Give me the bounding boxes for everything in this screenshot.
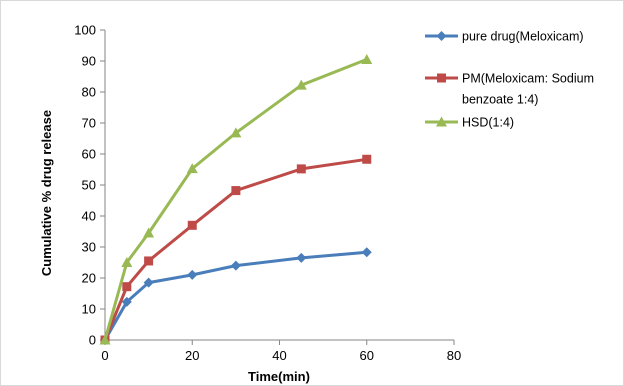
legend-label: HSD(1:4)	[462, 116, 514, 130]
axes: 0 10 20 30 40 50 60 70 80 90 100 0 20 40 60 80	[74, 23, 461, 364]
data-point	[361, 247, 372, 258]
y-tick-label: 0	[89, 333, 96, 348]
series-3	[99, 53, 373, 345]
y-axis-title: Cumulative % drug release	[39, 110, 54, 276]
y-tick-label: 70	[82, 116, 96, 131]
y-tick-label: 80	[82, 85, 96, 100]
legend: pure drug(Meloxicam) PM(Meloxicam: Sodium…	[425, 30, 594, 130]
data-point	[187, 269, 198, 280]
legend-item-1: pure drug(Meloxicam)	[425, 30, 584, 44]
legend-swatch-marker	[437, 73, 446, 83]
data-point	[230, 260, 241, 271]
x-tick-label: 20	[185, 348, 199, 363]
legend-swatch-marker	[436, 116, 447, 127]
data-point	[186, 163, 198, 174]
data-point	[295, 79, 307, 90]
x-axis-title: Time(min)	[248, 369, 310, 384]
data-point	[187, 220, 197, 230]
y-tick-label: 30	[82, 240, 96, 255]
series-layer	[99, 53, 373, 345]
data-point	[230, 127, 242, 138]
data-point	[121, 257, 133, 267]
data-point	[362, 154, 372, 164]
y-tick-label: 20	[82, 271, 96, 286]
legend-item-3: HSD(1:4)	[425, 116, 514, 130]
x-tick-label: 0	[101, 348, 108, 363]
y-tick-label: 50	[82, 178, 96, 193]
y-tick-label: 100	[74, 23, 96, 38]
x-tick-label: 60	[360, 348, 374, 363]
y-tick-label: 40	[82, 209, 96, 224]
data-point	[143, 227, 155, 238]
data-point	[231, 186, 241, 196]
data-point	[122, 282, 132, 292]
legend-item-2: PM(Meloxicam: Sodium benzoate 1:4)	[425, 72, 594, 107]
data-point	[121, 296, 132, 307]
legend-label: PM(Meloxicam: Sodium	[462, 72, 594, 86]
data-point	[361, 53, 373, 64]
x-tick-label: 40	[272, 348, 286, 363]
data-point	[144, 256, 154, 266]
data-point	[296, 164, 306, 174]
data-point	[296, 252, 307, 263]
y-tick-label: 60	[82, 147, 96, 162]
x-tick-label: 80	[447, 348, 461, 363]
y-tick-label: 90	[82, 54, 96, 69]
legend-label: pure drug(Meloxicam)	[462, 30, 584, 44]
y-tick-label: 10	[82, 302, 96, 317]
data-point	[99, 334, 111, 345]
data-point	[143, 277, 154, 288]
legend-label: benzoate 1:4)	[462, 93, 538, 107]
legend-swatch-marker	[436, 31, 447, 41]
